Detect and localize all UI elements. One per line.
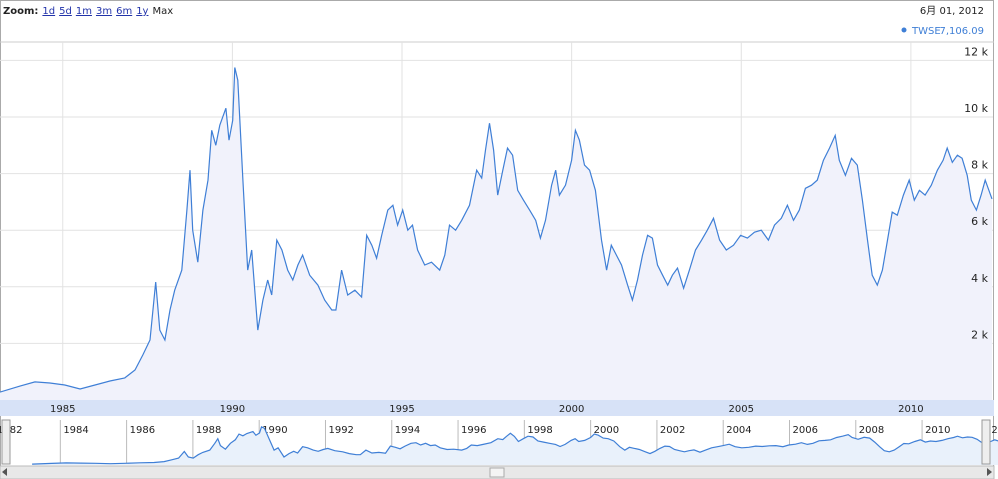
zoom-option[interactable]: Max <box>152 6 174 17</box>
nav-tick-label: 1990 <box>262 425 287 436</box>
nav-tick-label: 1992 <box>328 425 353 436</box>
zoom-controls: Zoom: 1d 5d 1m 3m 6m 1y Max <box>3 6 173 17</box>
nav-tick-label: 1986 <box>130 425 155 436</box>
readout-date: 6月 01, 2012 <box>920 5 984 17</box>
nav-tick-label: 2002 <box>660 425 685 436</box>
legend-value: 7,106.09 <box>939 26 984 37</box>
legend-dot <box>901 27 907 33</box>
zoom-label: Zoom: <box>3 6 39 17</box>
x-tick-label: 1995 <box>389 404 414 415</box>
nav-handle-right[interactable] <box>981 419 991 465</box>
nav-tick-label: 2010 <box>925 425 950 436</box>
nav-tick-label: 1982 <box>0 425 22 436</box>
nav-tick-label: 2008 <box>859 425 884 436</box>
nav-tick-label: 1988 <box>196 425 221 436</box>
x-tick-label: 1990 <box>220 404 245 415</box>
y-tick-label: 4 k <box>971 272 988 285</box>
y-tick-label: 8 k <box>971 159 988 172</box>
nav-tick-label: 2012 <box>991 425 998 436</box>
x-axis-band <box>0 400 994 416</box>
y-tick-label: 12 k <box>964 45 988 58</box>
zoom-option[interactable]: 3m <box>95 6 113 17</box>
x-tick-label: 2005 <box>729 404 754 415</box>
zoom-option[interactable]: 1y <box>136 6 149 17</box>
y-tick-label: 6 k <box>971 215 988 228</box>
y-tick-label: 10 k <box>964 102 988 115</box>
zoom-option[interactable]: 5d <box>59 6 72 17</box>
nav-tick-label: 2004 <box>726 425 751 436</box>
x-tick-label: 2000 <box>559 404 584 415</box>
nav-tick-label: 1996 <box>461 425 486 436</box>
zoom-option[interactable]: 1d <box>42 6 56 17</box>
x-tick-label: 2010 <box>898 404 923 415</box>
zoom-option[interactable]: 6m <box>116 6 133 17</box>
legend-name: TWSE <box>911 26 941 37</box>
series-line <box>0 67 993 393</box>
nav-tick-label: 1994 <box>395 425 420 436</box>
nav-tick-label: 1998 <box>527 425 552 436</box>
nav-handle-left[interactable] <box>1 419 11 465</box>
zoom-option[interactable]: 1m <box>75 6 92 17</box>
nav-tick-label: 2000 <box>594 425 619 436</box>
nav-tick-label: 1984 <box>63 425 88 436</box>
x-tick-label: 1985 <box>50 404 75 415</box>
scroll-grip[interactable] <box>489 467 505 478</box>
nav-line <box>32 426 998 465</box>
nav-area <box>32 426 998 465</box>
y-tick-label: 2 k <box>971 328 988 341</box>
nav-tick-label: 2006 <box>792 425 817 436</box>
series-area <box>0 67 992 400</box>
